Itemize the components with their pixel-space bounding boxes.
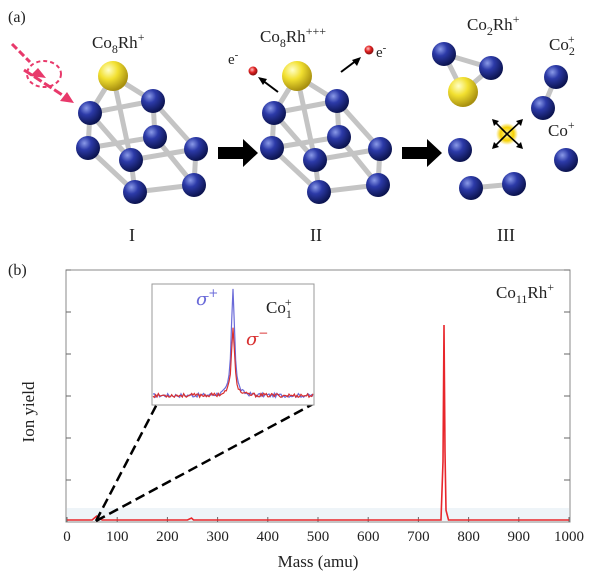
x-tick-label: 1000 [554,529,584,545]
x-tick-label: 800 [457,529,480,545]
x-tick-label: 900 [508,529,531,545]
y-axis-label: Ion yield [19,381,38,442]
co-atom-icon [307,180,331,204]
co-atom-icon [448,138,472,162]
plot-frame [65,269,571,523]
electron-icon [364,45,374,55]
rh-atom-icon [282,61,312,91]
fragment-co2-label: Co2+ [549,32,575,58]
x-tick-label: 700 [407,529,430,545]
panel-b: (b) 0 100 200 300 400 500 600 700 800 900 1000 Ion… [8,262,584,571]
co-atom-icon [531,96,555,120]
cluster-II: II [260,61,392,245]
x-tick-label: 500 [307,529,330,545]
inset-annotation: Co1+ [266,295,292,321]
inset-series-sigma-minus [152,327,314,399]
co-atom-icon [184,137,208,161]
electron-icon [248,66,258,76]
co-atom-icon [459,176,483,200]
inset-sigma-minus-label: σ− [246,326,268,350]
co-atom-icon [260,136,284,160]
co-atom-icon [479,56,503,80]
co-atom-icon [262,101,286,125]
electron-left: e- [228,49,279,93]
co-atom-icon [182,173,206,197]
x-tick-label: 200 [156,529,179,545]
y-ticks [66,269,570,481]
x-tick-label: 600 [357,529,380,545]
laser-pulse-icon [10,42,74,103]
inset-sigma-plus-label: σ+ [196,286,218,310]
cluster-I-label: I [129,225,135,245]
x-tick-label: 0 [63,529,71,545]
main-peak-annotation: Co11Rh+ [496,280,554,306]
panel-a: (a) [8,9,578,245]
zoom-indicator [94,402,314,523]
co-atom-icon [327,125,351,149]
fragments-III-label: III [497,225,515,245]
cluster-II-label: II [310,225,322,245]
co-atom-icon [141,89,165,113]
co-atom-icon [544,65,568,89]
svg-text:e-: e- [228,49,239,68]
fragmentation-spark-icon [492,119,523,149]
co-atom-icon [325,89,349,113]
co-atom-icon [502,172,526,196]
cluster-I-bonds [85,73,199,195]
x-tick-label: 400 [257,529,280,545]
co-atom-icon [143,125,167,149]
inset-plot: σ+ σ− Co1+ [151,283,315,406]
arrow-right-icon [402,139,442,167]
co-atom-icon [554,148,578,172]
fragments-III: Co2Rh+ Co2+ Co+ III [432,12,578,245]
electron-right: e- [340,42,387,73]
co-atom-icon [368,137,392,161]
co-atom-icon [366,173,390,197]
x-ticks: 0 100 200 300 400 500 600 700 800 900 1000 [63,517,584,545]
x-axis-label: Mass (amu) [278,552,359,571]
plot-baseline-band [67,508,569,521]
co-atom-icon [76,136,100,160]
rh-atom-icon [98,61,128,91]
co-atom-icon [78,101,102,125]
panel-b-label: (b) [8,262,27,279]
rh-atom-icon [448,77,478,107]
cluster-I: Co8Rh+ I [76,30,208,245]
co-atom-icon [123,180,147,204]
co-atom-icon [303,148,327,172]
co-atom-icon [119,148,143,172]
svg-text:e-: e- [376,42,387,61]
cluster-I-formula: Co8Rh+ [92,30,145,56]
fragment-co-label: Co+ [548,118,575,140]
x-tick-label: 300 [206,529,229,545]
arrow-right-icon [218,139,258,167]
x-tick-label: 100 [106,529,129,545]
co-atom-icon [432,42,456,66]
panel-a-label: (a) [8,9,26,26]
fragment-co2rh-label: Co2Rh+ [467,12,520,38]
cluster-II-formula: Co8Rh+++ [260,24,326,50]
